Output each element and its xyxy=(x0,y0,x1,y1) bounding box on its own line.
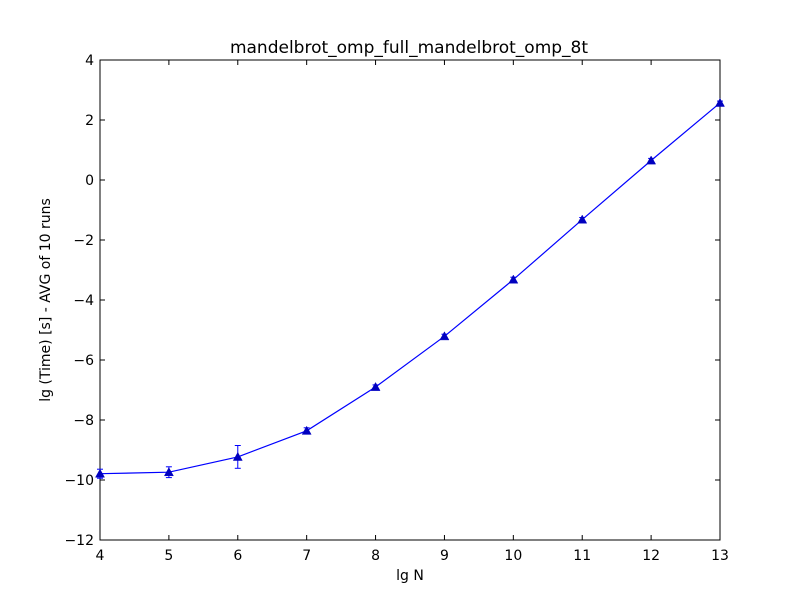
x-tick-label: 6 xyxy=(233,548,242,564)
errorbars-layer xyxy=(97,100,723,479)
x-tick-label: 11 xyxy=(573,548,591,564)
x-tick-label: 13 xyxy=(711,548,729,564)
x-tick-label: 5 xyxy=(164,548,173,564)
y-tick-label: −12 xyxy=(64,533,94,549)
x-tick-label: 7 xyxy=(302,548,311,564)
x-tick-label: 10 xyxy=(504,548,522,564)
data-point-marker xyxy=(646,155,657,165)
y-tick-label: −10 xyxy=(64,473,94,489)
chart-title: mandelbrot_omp_full_mandelbrot_omp_8t xyxy=(230,38,588,58)
line-layer xyxy=(99,102,721,475)
y-tick-label: −8 xyxy=(73,413,94,429)
data-point-marker xyxy=(439,331,450,341)
x-tick-label: 12 xyxy=(642,548,660,564)
data-point-marker xyxy=(232,451,243,461)
y-axis-title: lg (Time) [s] - AVG of 10 runs xyxy=(38,198,54,402)
x-tick-label: 8 xyxy=(371,548,380,564)
y-tick-label: −6 xyxy=(73,353,94,369)
data-point-marker xyxy=(577,214,588,224)
x-axis-title: lg N xyxy=(396,568,424,584)
y-tick-label: 0 xyxy=(85,173,94,189)
y-tick-label: 2 xyxy=(85,113,94,129)
series-line xyxy=(99,102,721,475)
plot-area-frame xyxy=(99,59,721,541)
data-point-marker xyxy=(508,274,519,284)
data-point-marker xyxy=(163,467,174,477)
data-point-marker xyxy=(301,425,312,435)
ticks-layer: 4 5 6 7 8 9 10 11 12 13 −12 −10 −8 −6 −4 −2 0 2 4 xyxy=(64,53,728,564)
data-point-marker xyxy=(370,381,381,391)
x-tick-label: 4 xyxy=(96,548,105,564)
x-tick-label: 9 xyxy=(440,548,449,564)
data-point-marker xyxy=(95,468,105,478)
y-tick-label: −2 xyxy=(73,233,94,249)
y-tick-label: 4 xyxy=(85,53,94,69)
data-point-marker xyxy=(715,97,725,107)
markers-layer xyxy=(95,97,725,478)
y-tick-label: −4 xyxy=(73,293,94,309)
